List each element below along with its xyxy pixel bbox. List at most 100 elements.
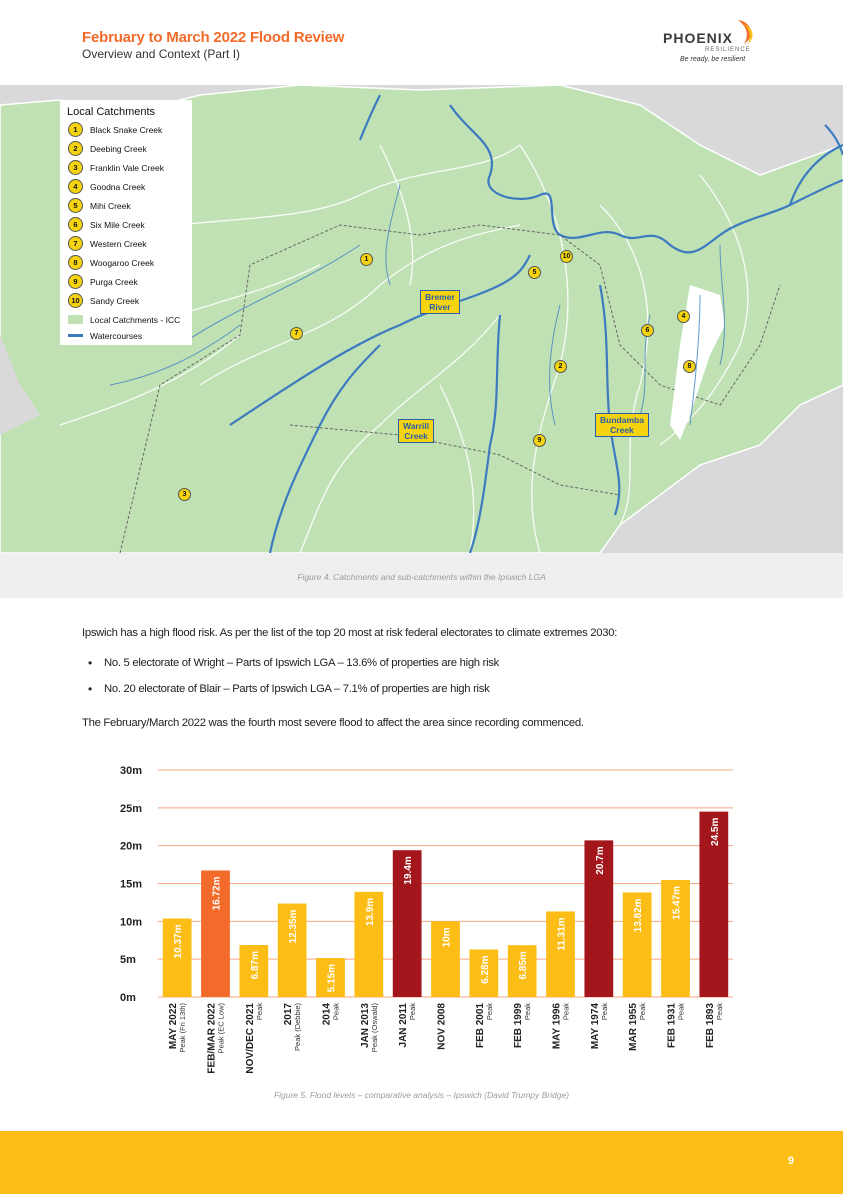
bremer-river-label-line2: River: [429, 302, 451, 312]
category-label: FEB 1999: [513, 1003, 524, 1048]
category-sublabel: Peak (EC Low): [217, 1003, 226, 1054]
figure4-caption-band: Figure 4. Catchments and sub-catchments …: [0, 553, 843, 598]
logo-flame-inner-icon: [744, 24, 753, 44]
category-label: NOV/DEC 2021: [245, 1003, 256, 1074]
legend-label: Watercourses: [90, 330, 143, 341]
legend-marker: 7: [68, 236, 83, 252]
legend-marker: 1: [68, 122, 83, 138]
y-tick-label: 0m: [120, 992, 136, 1004]
bar-value-label: 11.31m: [557, 917, 568, 950]
catchment-swatch-icon: [68, 315, 83, 325]
legend-label: Sandy Creek: [90, 295, 140, 306]
map-marker-6: 6: [641, 324, 654, 337]
warrill-creek-label: Warrill Creek: [398, 419, 435, 443]
category-label: NOV 2008: [437, 1003, 448, 1050]
chart-bars: [162, 811, 729, 997]
category-sublabel: Peak (Debbie): [293, 1003, 302, 1051]
bar: [316, 958, 345, 997]
legend-label: Six Mile Creek: [90, 219, 145, 230]
bar: [469, 949, 499, 997]
legend-label: Black Snake Creek: [90, 124, 163, 135]
bullet-item: No. 5 electorate of Wright – Parts of Ip…: [104, 657, 499, 669]
page-number: 9: [787, 1155, 794, 1167]
category-sublabel: Peak: [332, 1003, 341, 1020]
category-sublabel: Peak (Oswald): [370, 1003, 379, 1053]
bullet-item: No. 20 electorate of Blair – Parts of Ip…: [104, 683, 490, 695]
bundamba-creek-label-line1: Bundamba: [600, 415, 644, 425]
bullet-dot-icon: •: [88, 656, 93, 670]
legend-item: 6 Six Mile Creek: [68, 217, 145, 233]
catchment-map: Bremer River Warrill Creek Bundamba Cree…: [0, 85, 843, 553]
map-marker-9: 9: [533, 434, 546, 447]
map-marker-1: 1: [360, 253, 373, 266]
intro-paragraph: Ipswich has a high flood risk. As per th…: [82, 627, 618, 639]
y-tick-label: 10m: [120, 916, 142, 928]
bar: [622, 892, 652, 997]
logo-tagline: RESILIENCE: [705, 47, 751, 53]
chart-labels: 0m 5m 10m 15m 20m 25m 30m 10.37m MAY 2022 Peak (F…: [120, 765, 724, 1074]
bar-value-label: 15.47m: [672, 886, 683, 920]
flood-levels-chart: 0m 5m 10m 15m 20m 25m 30m 10.37m MAY 2022 Peak (F…: [120, 765, 733, 1074]
category-label: FEB 2001: [475, 1003, 486, 1048]
bar-value-label: 6.85m: [518, 951, 529, 979]
legend-item-watercourses: Watercourses: [68, 328, 142, 342]
logo-slogan: Be ready, be resilient: [680, 56, 746, 63]
map-marker-10: 10: [560, 250, 573, 263]
legend-marker: 10: [68, 293, 83, 309]
legend-marker: 4: [68, 179, 83, 195]
legend-label: Deebing Creek: [90, 143, 147, 154]
bar-value-label: 10m: [442, 927, 453, 947]
legend-item-catchments: Local Catchments - ICC: [68, 312, 180, 326]
legend-label: Local Catchments - ICC: [90, 314, 181, 325]
flood-statement: The February/March 2022 was the fourth m…: [82, 717, 584, 729]
category-sublabel: Peak: [600, 1003, 609, 1020]
bar: [392, 850, 422, 997]
legend-label: Purga Creek: [90, 276, 138, 287]
map-marker-2: 2: [554, 360, 567, 373]
bar: [201, 870, 230, 997]
bullet-dot-icon: •: [88, 682, 93, 696]
warrill-creek-label-line1: Warrill: [403, 421, 430, 431]
legend-label: Goodna Creek: [90, 181, 146, 192]
legend-marker: 2: [68, 141, 83, 157]
bar-value-label: 12.35m: [288, 909, 299, 943]
category-label: FEB/MAR 2022: [207, 1003, 218, 1074]
bar-value-label: 24.5m: [710, 818, 721, 846]
bundamba-creek-label-line2: Creek: [610, 425, 634, 435]
bar-value-label: 5.15m: [327, 964, 338, 992]
bar-value-label: 6.28m: [480, 955, 491, 983]
legend-marker: 5: [68, 198, 83, 214]
legend-item: 5 Mihi Creek: [68, 198, 131, 214]
legend-marker: 9: [68, 274, 83, 290]
category-sublabel: Peak: [523, 1003, 532, 1020]
bar: [699, 811, 729, 997]
page-header: February to March 2022 Flood Review Over…: [0, 0, 843, 85]
bar: [431, 921, 460, 997]
bar-value-label: 13.82m: [633, 898, 644, 932]
bar: [661, 879, 690, 997]
document-title: February to March 2022 Flood Review: [82, 29, 345, 46]
legend-title: Local Catchments: [67, 106, 156, 118]
phoenix-logo: PHOENIX RESILIENCE Be ready, be resilien…: [663, 20, 753, 63]
map-legend: Local Catchments 1 Black Snake Creek 2 Dee…: [60, 100, 192, 345]
bar-value-label: 20.7m: [595, 846, 606, 874]
legend-item: 2 Deebing Creek: [68, 141, 147, 157]
bar: [162, 918, 192, 997]
bar-value-label: 16.72m: [212, 876, 223, 910]
legend-marker: 3: [68, 160, 83, 176]
category-label: FEB 1893: [705, 1003, 716, 1048]
category-label: FEB 1931: [667, 1003, 678, 1048]
category-sublabel: Peak: [408, 1003, 417, 1020]
y-tick-label: 30m: [120, 765, 142, 777]
category-label: 2017: [283, 1003, 294, 1026]
logo-name: PHOENIX: [663, 30, 733, 46]
category-sublabel: Peak: [255, 1003, 264, 1020]
map-marker-7: 7: [290, 327, 303, 340]
legend-label: Woogaroo Creek: [90, 257, 155, 268]
category-label: MAR 1955: [628, 1003, 639, 1051]
legend-marker: 6: [68, 217, 83, 233]
legend-label: Franklin Vale Creek: [90, 162, 165, 173]
category-sublabel: Peak: [715, 1003, 724, 1020]
category-label: JAN 2011: [398, 1003, 409, 1048]
y-tick-label: 25m: [120, 803, 142, 815]
